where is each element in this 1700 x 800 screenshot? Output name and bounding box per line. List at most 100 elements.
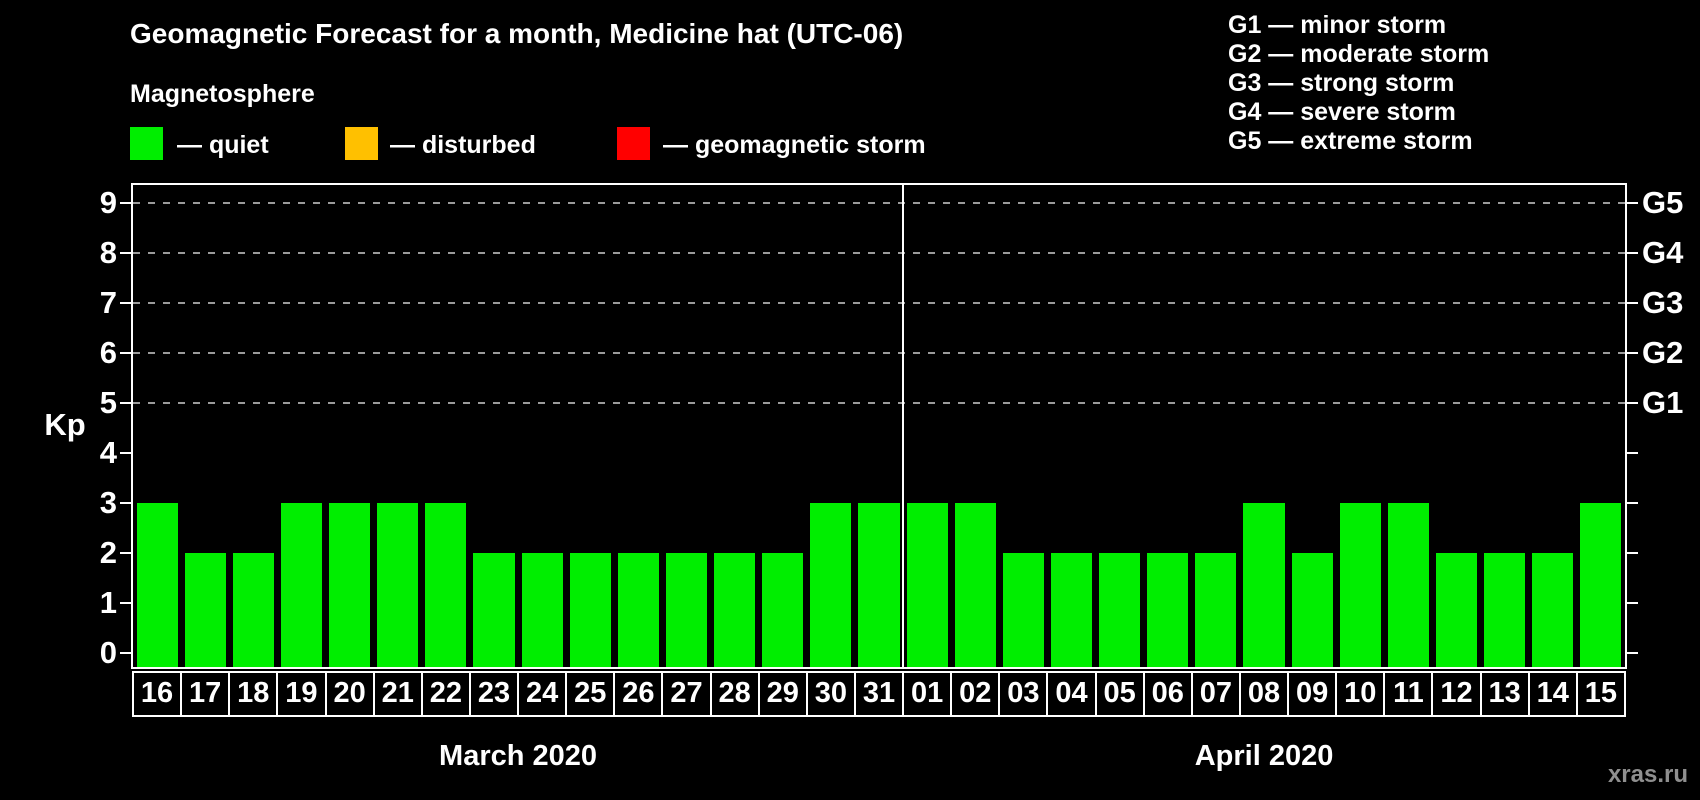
- y-axis-tick: [120, 551, 132, 555]
- kp-bar: [377, 503, 419, 667]
- date-label: 18: [228, 671, 279, 717]
- y-tick-label: 4: [99, 435, 117, 470]
- g-scale-legend: G1 — minor storm G2 — moderate storm G3 …: [1228, 11, 1489, 156]
- date-label: 28: [709, 671, 760, 717]
- date-label: 01: [902, 671, 953, 717]
- y-axis-tick: [1626, 451, 1638, 455]
- y-axis-tick: [120, 351, 132, 355]
- kp-bar: [762, 553, 804, 667]
- kp-bar: [136, 503, 178, 667]
- y-tick-label: 3: [99, 485, 117, 520]
- g-scale-tick-label: G5: [1642, 185, 1684, 220]
- date-label: 11: [1383, 671, 1434, 717]
- kp-bar: [1339, 503, 1381, 667]
- kp-bar: [906, 503, 948, 667]
- y-axis-tick: [120, 601, 132, 605]
- kp-bar: [1050, 553, 1093, 667]
- kp-bar: [1387, 503, 1429, 667]
- kp-bar: [1099, 553, 1141, 667]
- y-tick-label: 1: [99, 585, 117, 620]
- date-label: 23: [468, 671, 520, 717]
- y-tick-label: 7: [99, 285, 117, 320]
- y-axis-tick: [1626, 601, 1638, 605]
- storm-label: — geomagnetic storm: [663, 131, 926, 159]
- watermark: xras.ru: [1607, 761, 1688, 788]
- g-scale-tick-label: G2: [1642, 335, 1684, 370]
- disturbed-label: — disturbed: [390, 131, 536, 159]
- y-axis-tick: [120, 251, 132, 255]
- y-axis-tick: [120, 501, 132, 505]
- kp-gridline: [133, 202, 1625, 204]
- kp-bar: [1291, 553, 1333, 667]
- plot-area: 0 1 2 3 4 5 6 7 8 9 G1 G2 G3 G4 G5: [100, 183, 1683, 670]
- kp-bar: [280, 503, 322, 667]
- date-label: 19: [276, 671, 327, 717]
- kp-bar: [1243, 503, 1285, 667]
- y-axis-title: Kp: [44, 407, 86, 442]
- date-label: 10: [1335, 671, 1386, 717]
- date-label: 29: [757, 671, 808, 717]
- date-label: 15: [1575, 671, 1626, 717]
- date-label: 14: [1527, 671, 1578, 717]
- kp-bar: [184, 553, 226, 667]
- y-tick-label: 9: [99, 185, 117, 220]
- quiet-swatch-icon: [130, 127, 163, 160]
- y-axis-tick: [1626, 201, 1638, 205]
- kp-bar: [714, 553, 756, 667]
- date-label: 27: [661, 671, 712, 717]
- kp-bar: [232, 553, 274, 667]
- y-axis-tick: [1626, 551, 1638, 555]
- kp-bar: [521, 553, 563, 667]
- kp-bar: [1147, 553, 1189, 667]
- kp-gridline: [133, 302, 1625, 304]
- date-label: 25: [565, 671, 616, 717]
- date-label: 04: [1046, 671, 1097, 717]
- kp-bar: [1484, 553, 1526, 667]
- y-tick-label: 5: [99, 385, 117, 420]
- y-axis-tick: [120, 301, 132, 305]
- date-label: 09: [1287, 671, 1338, 717]
- y-axis-tick: [1626, 651, 1638, 655]
- y-axis-tick: [120, 451, 132, 455]
- kp-gridline: [133, 252, 1625, 254]
- kp-bar: [473, 553, 515, 667]
- g5-legend-line: G5 — extreme storm: [1228, 127, 1473, 155]
- month-divider: [901, 185, 905, 667]
- date-label: 07: [1190, 671, 1241, 717]
- date-label: 30: [805, 671, 856, 717]
- y-axis-tick: [1626, 301, 1638, 305]
- kp-bar: [425, 503, 467, 667]
- kp-bar: [954, 503, 996, 667]
- kp-bar: [858, 503, 900, 667]
- kp-bar: [1002, 553, 1044, 667]
- y-tick-label: 0: [99, 635, 117, 670]
- date-label: 16: [132, 671, 183, 717]
- date-label: 20: [324, 671, 375, 717]
- y-tick-label: 2: [99, 535, 117, 570]
- y-axis-tick: [1626, 501, 1638, 505]
- date-label: 02: [950, 671, 1001, 717]
- g1-legend-line: G1 — minor storm: [1228, 11, 1447, 39]
- chart-title: Geomagnetic Forecast for a month, Medici…: [130, 18, 904, 49]
- y-axis-tick: [1626, 351, 1638, 355]
- date-label: 05: [1094, 671, 1145, 717]
- g-scale-tick-label: G4: [1642, 235, 1684, 270]
- kp-gridline: [133, 352, 1625, 354]
- quiet-label: — quiet: [177, 131, 269, 159]
- g2-legend-line: G2 — moderate storm: [1228, 40, 1490, 68]
- kp-bar: [329, 503, 371, 667]
- date-label: 06: [1142, 671, 1193, 717]
- date-label: 13: [1479, 671, 1530, 717]
- g-scale-tick-label: G1: [1642, 385, 1684, 420]
- kp-bar: [665, 553, 708, 667]
- kp-bar: [1532, 553, 1574, 667]
- g4-legend-line: G4 — severe storm: [1228, 98, 1456, 126]
- date-label: 12: [1431, 671, 1482, 717]
- y-axis-tick: [1626, 251, 1638, 255]
- date-axis: 16 17 18 19 20 21 22 23 24 25 26 27 28 29 30 31 01 02 03 04…: [132, 671, 1626, 717]
- date-label: 03: [998, 671, 1049, 717]
- y-axis-tick: [120, 201, 132, 205]
- date-label: 21: [372, 671, 423, 717]
- y-tick-label: 6: [99, 335, 117, 370]
